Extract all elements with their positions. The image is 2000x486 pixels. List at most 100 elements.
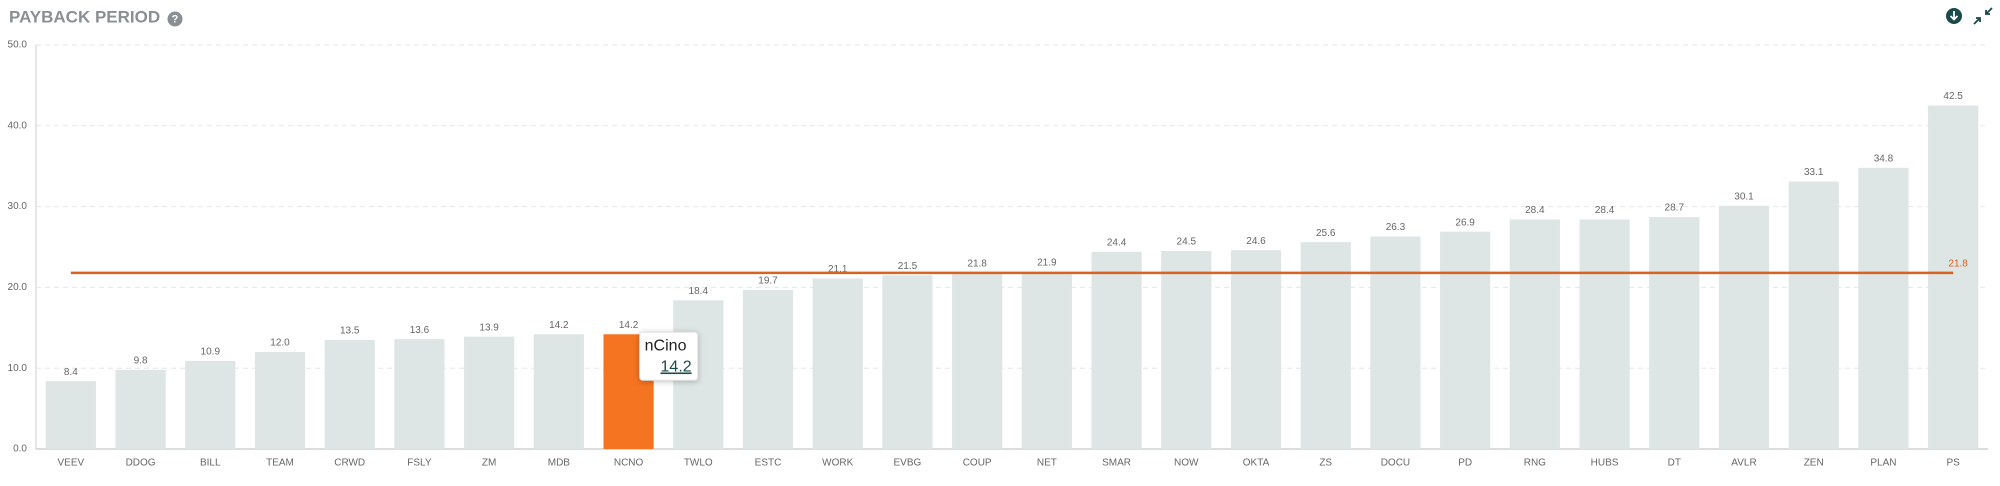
data-label: 28.4 (1525, 205, 1545, 216)
bar (1579, 219, 1630, 449)
download-button[interactable] (1946, 8, 1962, 24)
data-label: 9.8 (134, 355, 148, 366)
bar (882, 275, 933, 449)
x-tick-label: RNG (1524, 458, 1546, 469)
data-label: 26.9 (1455, 217, 1475, 228)
bar (1858, 167, 1909, 450)
x-tick-label: NCNO (614, 458, 644, 469)
bar (45, 381, 96, 449)
data-label: 14.2 (549, 320, 569, 331)
help-icon-circle (167, 11, 183, 27)
y-tick-label: 30.0 (8, 201, 28, 212)
tooltip-title: nCino (645, 337, 687, 354)
collapse-icon (1973, 7, 1993, 25)
x-tick-label: FSLY (407, 458, 432, 469)
bar (533, 334, 584, 449)
data-label: 24.4 (1107, 237, 1127, 248)
tooltip-value: 14.2 (661, 358, 692, 375)
x-tick-label: ZS (1319, 458, 1332, 469)
x-tick-label: SMAR (1102, 458, 1131, 469)
bar (1021, 272, 1072, 449)
bar (464, 336, 515, 449)
chart-title: PAYBACK PERIOD (9, 7, 160, 26)
x-tick-label: NOW (1174, 458, 1199, 469)
bar (1440, 231, 1491, 449)
download-arrow (1949, 11, 1959, 21)
data-label: 10.9 (201, 347, 221, 358)
data-label: 19.7 (758, 275, 778, 286)
bar (1509, 219, 1560, 449)
data-label: 34.8 (1874, 153, 1894, 164)
data-label: 25.6 (1316, 228, 1336, 239)
x-tick-label: EVBG (894, 458, 922, 469)
x-tick-label: HUBS (1591, 458, 1619, 469)
bar (1300, 242, 1351, 449)
data-label: 14.2 (619, 320, 639, 331)
data-label: 8.4 (64, 367, 78, 378)
x-tick-label: BILL (200, 458, 221, 469)
y-tick-label: 50.0 (8, 40, 28, 51)
help-icon[interactable]: ? (167, 11, 183, 27)
average-label: 21.8 (1948, 258, 1968, 269)
data-label: 18.4 (689, 286, 709, 297)
x-tick-label: PS (1946, 458, 1960, 469)
bar (1649, 217, 1700, 449)
x-tick-label: ZEN (1804, 458, 1824, 469)
y-tick-label: 20.0 (8, 282, 28, 293)
data-label: 13.9 (479, 322, 499, 333)
data-label: 13.5 (340, 326, 360, 337)
data-label: 21.5 (898, 261, 918, 272)
data-label: 24.6 (1246, 236, 1266, 247)
data-label: 13.6 (410, 325, 430, 336)
bar (952, 272, 1003, 449)
x-tick-label: ESTC (755, 458, 782, 469)
collapse-button[interactable] (1973, 7, 1993, 25)
bar (1788, 181, 1839, 449)
x-tick-label: AVLR (1731, 458, 1756, 469)
x-tick-label: NET (1037, 458, 1057, 469)
bar (115, 369, 166, 449)
bar (1091, 251, 1142, 449)
x-tick-label: COUP (963, 458, 992, 469)
data-label: 12.0 (270, 338, 290, 349)
bar (394, 339, 445, 449)
x-tick-label: MDB (548, 458, 571, 469)
y-tick-label: 0.0 (13, 444, 27, 455)
x-tick-label: ZM (482, 458, 496, 469)
x-tick-label: TEAM (266, 458, 294, 469)
bar (742, 289, 794, 449)
data-label: 21.8 (967, 258, 987, 269)
x-tick-label: PLAN (1870, 458, 1896, 469)
x-tick-label: DT (1668, 458, 1681, 469)
x-tick-label: CRWD (334, 458, 365, 469)
data-label: 33.1 (1804, 167, 1824, 178)
data-label: 28.4 (1595, 205, 1615, 216)
bar (1718, 205, 1770, 449)
x-tick-label: PD (1458, 458, 1472, 469)
x-tick-label: VEEV (58, 458, 85, 469)
bar (324, 339, 375, 449)
help-icon-text: ? (172, 13, 179, 25)
bar (185, 360, 236, 449)
y-tick-label: 10.0 (8, 363, 28, 374)
bar (1370, 236, 1421, 449)
x-tick-label: OKTA (1243, 458, 1270, 469)
tooltip: nCino 14.2 (639, 331, 699, 381)
data-label: 21.9 (1037, 258, 1057, 269)
x-tick-label: TWLO (684, 458, 713, 469)
y-tick-label: 40.0 (8, 120, 28, 131)
bar (254, 352, 306, 449)
data-label: 30.1 (1734, 191, 1754, 202)
x-tick-label: DDOG (126, 458, 156, 469)
x-tick-label: WORK (822, 458, 853, 469)
bar (812, 278, 863, 449)
data-label: 24.5 (1177, 237, 1197, 248)
tooltip-box (639, 331, 699, 381)
bar (1230, 250, 1282, 449)
data-label: 21.1 (828, 264, 848, 275)
bar (1928, 105, 1979, 449)
x-tick-label: DOCU (1381, 458, 1410, 469)
data-label: 26.3 (1386, 222, 1406, 233)
data-label: 42.5 (1943, 91, 1963, 102)
